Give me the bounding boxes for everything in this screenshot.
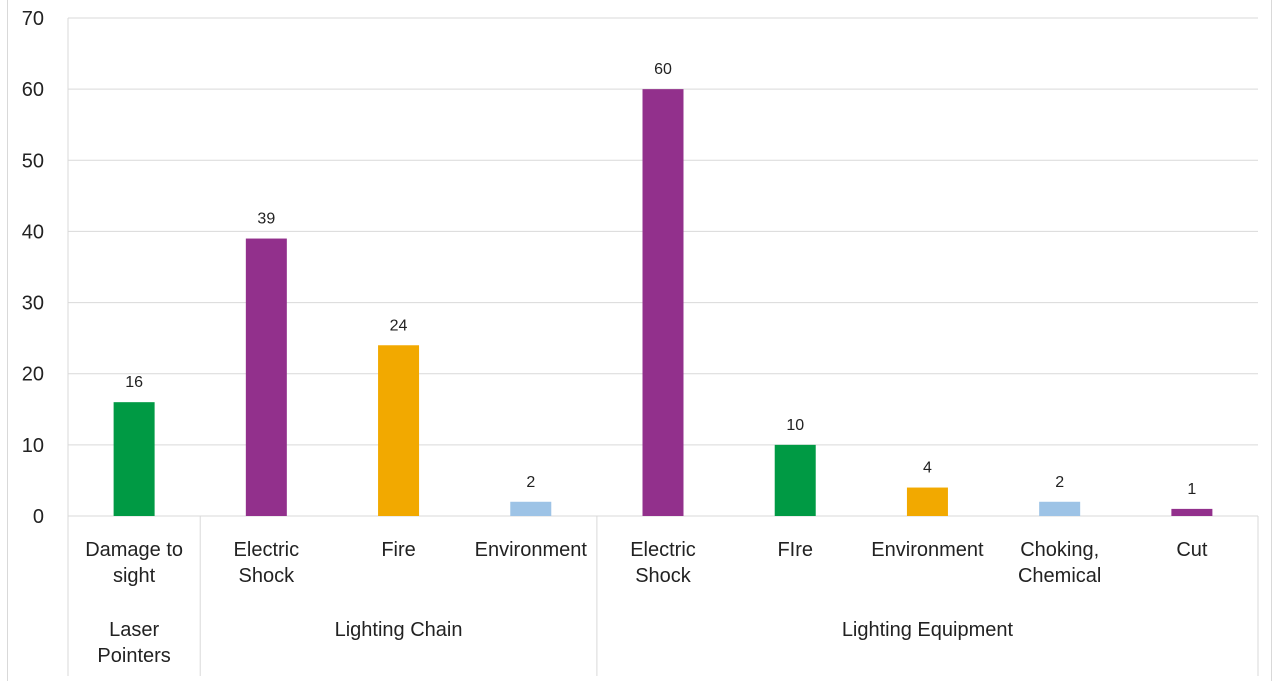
data-label: 2: [1055, 474, 1064, 491]
category-label: Shock: [635, 565, 692, 587]
y-tick-label: 60: [22, 79, 44, 101]
bar: [378, 345, 420, 516]
bar: [245, 238, 287, 517]
y-tick-label: 10: [22, 435, 44, 457]
bar: [642, 89, 684, 517]
bar: [510, 501, 552, 516]
category-label: FIre: [777, 539, 813, 561]
category-label: Cut: [1176, 539, 1208, 561]
bar: [906, 487, 948, 516]
data-label: 4: [923, 460, 932, 477]
category-label: Electric: [630, 539, 696, 561]
data-label: 2: [526, 474, 535, 491]
category-label: Choking,: [1020, 539, 1099, 561]
chart-frame: [7, 0, 1272, 681]
category-label: Electric: [234, 539, 300, 561]
category-label: sight: [113, 565, 156, 587]
category-label: Chemical: [1018, 565, 1101, 587]
data-label: 24: [390, 317, 408, 334]
y-tick-label: 20: [22, 364, 44, 386]
data-label: 16: [125, 374, 143, 391]
category-label: Environment: [871, 539, 984, 561]
y-tick-label: 40: [22, 221, 44, 243]
group-label: Lighting Equipment: [842, 619, 1014, 641]
data-label: 10: [786, 417, 804, 434]
y-tick-label: 0: [33, 506, 44, 528]
y-tick-label: 50: [22, 150, 44, 172]
data-label: 1: [1187, 481, 1196, 498]
category-label: Fire: [381, 539, 415, 561]
y-tick-label: 30: [22, 293, 44, 315]
data-label: 39: [257, 211, 275, 228]
bar: [1171, 508, 1213, 516]
group-label: Pointers: [97, 645, 170, 667]
y-tick-label: 70: [22, 8, 44, 30]
bar: [774, 444, 816, 516]
category-label: Shock: [239, 565, 296, 587]
group-label: Laser: [109, 619, 159, 641]
bar: [1039, 501, 1081, 516]
bar: [113, 402, 155, 516]
data-label: 60: [654, 61, 672, 78]
group-label: Lighting Chain: [335, 619, 463, 641]
category-label: Damage to: [85, 539, 183, 561]
category-label: Environment: [475, 539, 588, 561]
